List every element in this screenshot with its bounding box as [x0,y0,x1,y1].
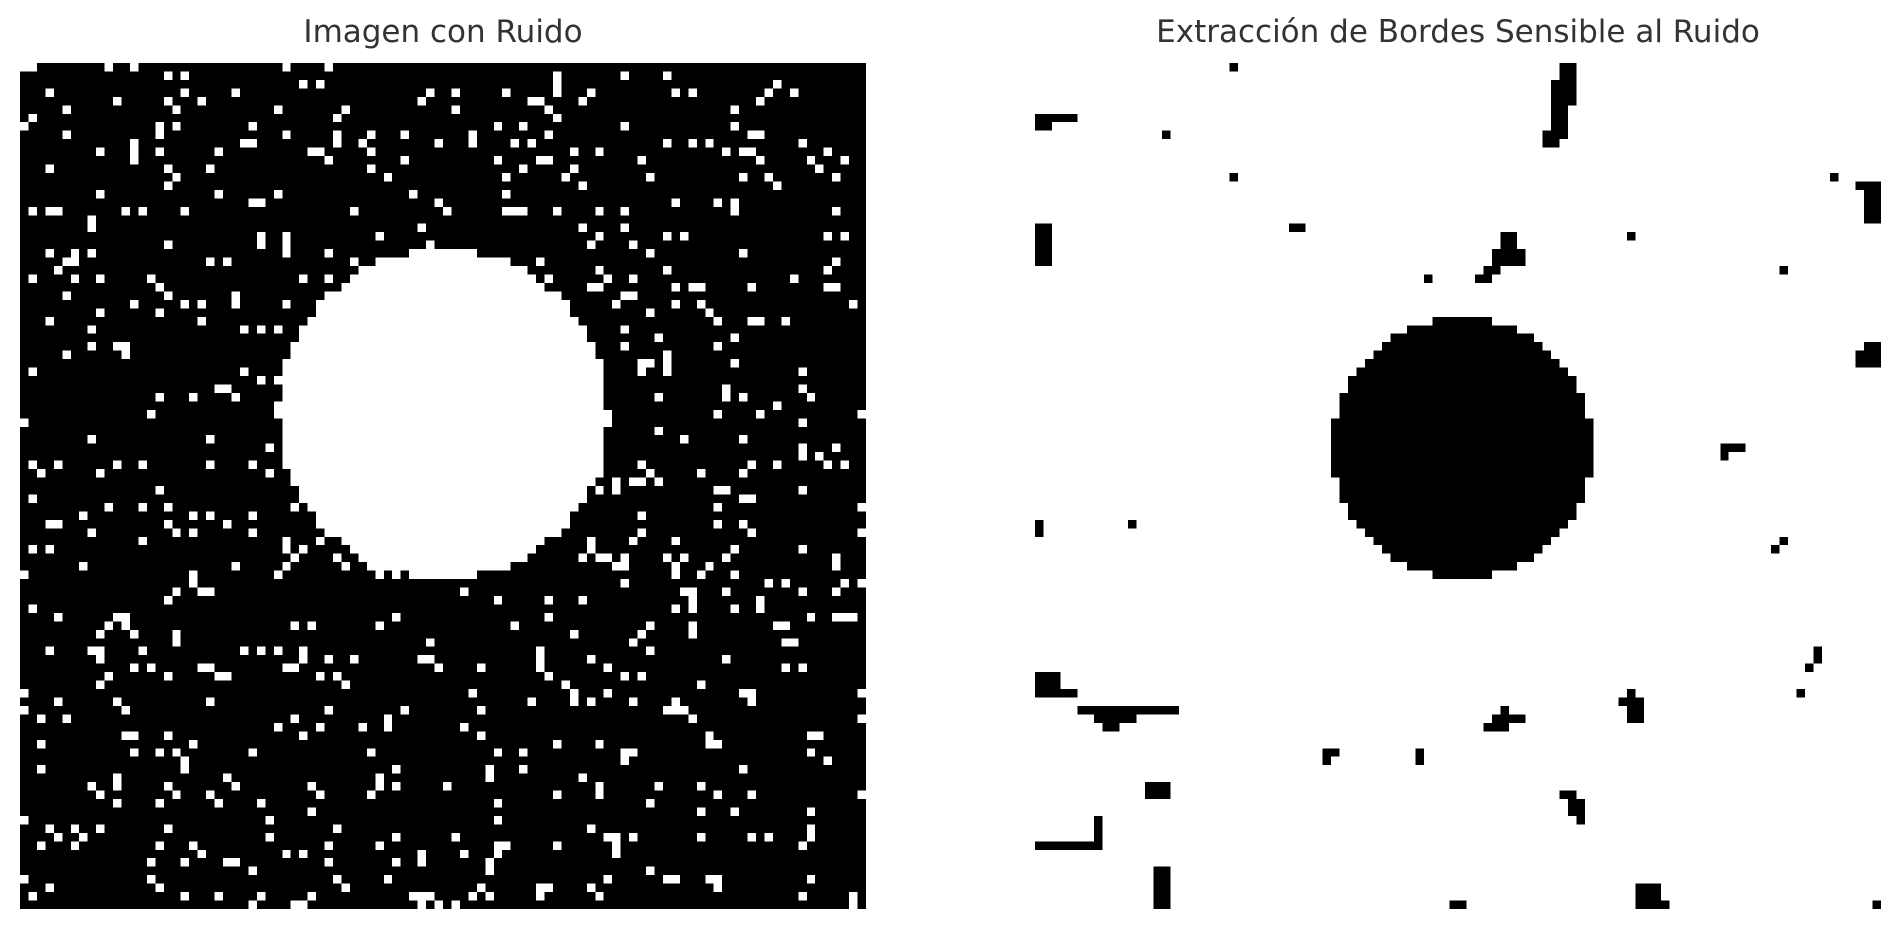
noisy-image-title: Imagen con Ruido [303,14,583,50]
noisy-image [20,63,866,909]
edge-extraction-title: Extracción de Bordes Sensible al Ruido [1156,14,1760,50]
edge-extraction-image [1035,63,1881,909]
